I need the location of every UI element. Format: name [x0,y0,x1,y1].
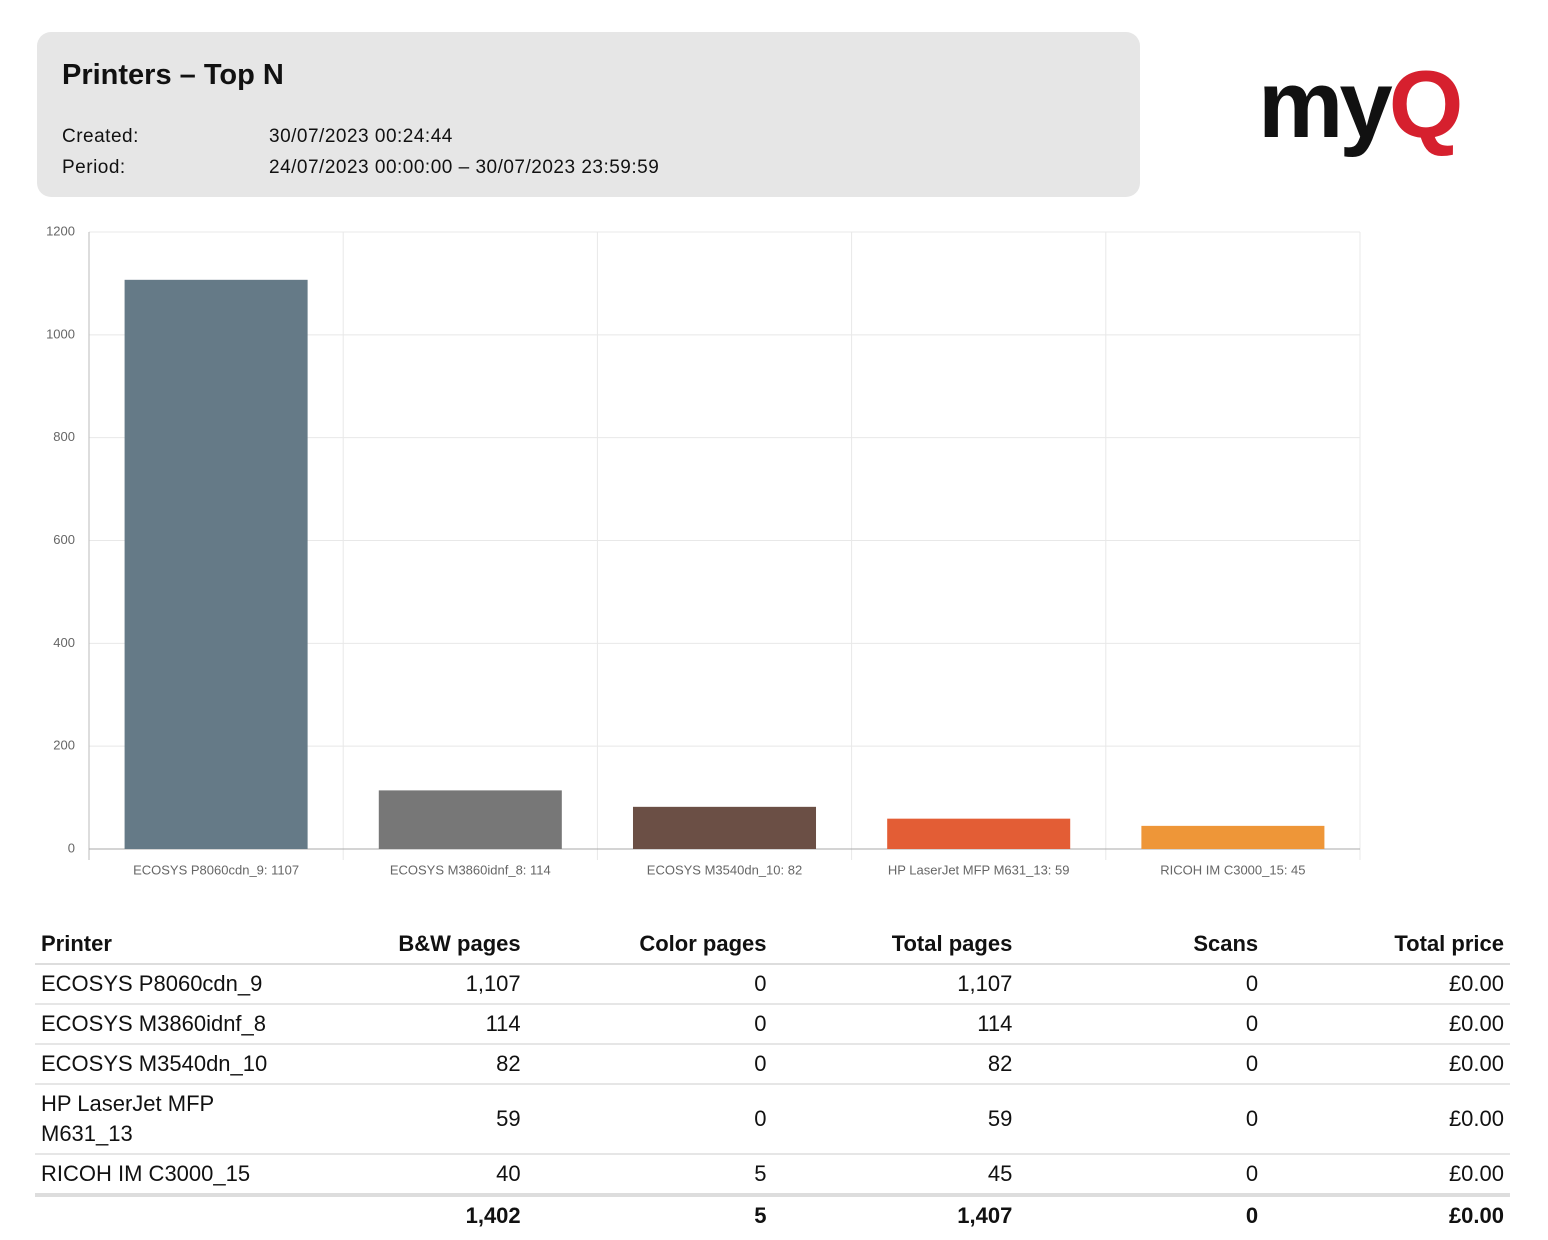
x-tick-label: RICOH IM C3000_15: 45 [1160,862,1305,877]
table-cell: 114 [280,1004,527,1045]
table-cell: 0 [1018,1154,1265,1196]
totals-cell: 5 [526,1193,773,1235]
column-header: Printer [35,925,281,965]
y-tick-label: 600 [53,532,75,547]
table-cell: 0 [1018,1044,1265,1085]
period-label: Period: [62,157,126,178]
table-cell: 114 [772,1004,1019,1045]
table-cell: 40 [280,1154,527,1196]
table-cell: £0.00 [1264,1004,1510,1045]
bar [124,279,308,849]
table-cell: ECOSYS P8060cdn_9 [35,964,281,1005]
column-header: Total pages [772,925,1019,965]
bar [1141,825,1325,849]
table-cell: 0 [526,1084,773,1155]
table-cell: 0 [1018,964,1265,1005]
table-row: ECOSYS M3540dn_10 82 0 82 0 £0.00 [35,1044,1510,1085]
table-cell: 82 [280,1044,527,1085]
table-row: ECOSYS M3860idnf_8 114 0 114 0 £0.00 [35,1004,1510,1045]
data-table: Printer B&W pages Color pages Total pages Sc… [35,925,1510,1235]
logo: myQ [1258,51,1460,158]
header-box [37,32,1140,197]
x-tick-label: ECOSYS P8060cdn_9: 1107 [133,862,299,877]
table-cell: £0.00 [1264,1154,1510,1196]
table-cell: 0 [526,1004,773,1045]
x-tick-label: ECOSYS M3860idnf_8: 114 [390,862,551,877]
column-header: Total price [1264,925,1510,965]
totals-cell: 1,407 [772,1193,1019,1235]
table-cell: 0 [526,1044,773,1085]
column-header: Scans [1018,925,1265,965]
header-row: Printer B&W pages Color pages Total pages Sc… [35,925,1510,965]
x-tick-label: ECOSYS M3540dn_10: 82 [647,862,802,877]
period-value: 24/07/2023 00:00:00 – 30/07/2023 23:59:5… [269,157,659,178]
table-row: HP LaserJet MFP M631_13 59 0 59 0 £0.00 [35,1084,1510,1155]
totals-row: 1,402 5 1,407 0 £0.00 [35,1193,1510,1235]
table-cell: 5 [526,1154,773,1196]
y-tick-label: 400 [53,635,75,650]
table-cell: HP LaserJet MFP M631_13 [35,1084,281,1155]
report-top: Printers – Top N Created: 30/07/2023 00:… [37,32,1464,877]
created-label: Created: [62,126,139,147]
table-cell: £0.00 [1264,1044,1510,1085]
totals-cell: 1,402 [280,1193,527,1235]
y-tick-label: 800 [53,429,75,444]
table-cell: 1,107 [280,964,527,1005]
table-cell: 59 [280,1084,527,1155]
table-cell: ECOSYS M3540dn_10 [35,1044,281,1085]
totals-blank [35,1193,281,1235]
y-tick-label: 1000 [46,326,75,341]
column-header: B&W pages [280,925,527,965]
table-row: RICOH IM C3000_15 40 5 45 0 £0.00 [35,1154,1510,1196]
table-cell: £0.00 [1264,964,1510,1005]
totals-cell: 0 [1018,1193,1265,1235]
logo-part: Q [1389,51,1460,158]
created-value: 30/07/2023 00:24:44 [269,126,453,147]
column-header: Color pages [526,925,773,965]
table-cell: 0 [1018,1004,1265,1045]
title: Printers – Top N [62,59,284,91]
y-tick-label: 200 [53,738,75,753]
x-tick-label: HP LaserJet MFP M631_13: 59 [888,862,1070,877]
table-cell: 45 [772,1154,1019,1196]
table-cell: £0.00 [1264,1084,1510,1155]
y-tick-label: 1200 [46,223,75,238]
table-cell: 0 [526,964,773,1005]
table-cell: 1,107 [772,964,1019,1005]
bar [378,790,562,849]
table-row: ECOSYS P8060cdn_9 1,107 0 1,107 0 £0.00 [35,964,1510,1005]
bar [887,818,1071,849]
logo-part: my [1258,51,1392,158]
totals-cell: £0.00 [1264,1193,1510,1235]
table-cell: ECOSYS M3860idnf_8 [35,1004,281,1045]
table-cell: 59 [772,1084,1019,1155]
table-cell: RICOH IM C3000_15 [35,1154,281,1196]
table-cell: 0 [1018,1084,1265,1155]
y-tick-label: 0 [68,840,75,855]
bar [632,806,817,849]
table-cell: 82 [772,1044,1019,1085]
